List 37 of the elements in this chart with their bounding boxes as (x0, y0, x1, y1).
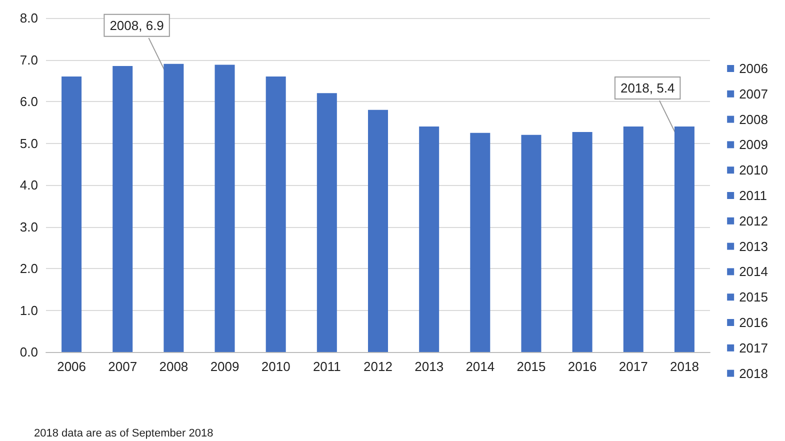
y-tick-label: 5.0 (20, 136, 38, 151)
y-tick-label: 6.0 (20, 94, 38, 109)
legend-label: 2013 (739, 238, 768, 254)
legend-label: 2016 (739, 315, 768, 330)
legend-label: 2010 (739, 162, 768, 178)
y-tick-label: 2.0 (20, 261, 38, 276)
x-tick-label: 2014 (466, 359, 495, 374)
y-tick-label: 0.0 (20, 344, 38, 360)
x-tick-label: 2006 (57, 359, 86, 374)
x-tick-label: 2011 (312, 359, 341, 374)
annotation: 2018, 5.4 (620, 80, 675, 96)
x-tick-label: 2010 (261, 359, 290, 374)
x-tick-label: 2012 (364, 359, 392, 374)
legend-label: 2008 (739, 112, 768, 127)
x-tick-label: 2016 (568, 359, 597, 374)
x-tick-label: 2007 (108, 359, 138, 374)
legend-label: 2011 (739, 188, 768, 203)
legend-label: 2014 (739, 264, 768, 280)
legend-label: 2006 (739, 61, 768, 76)
y-tick-label: 7.0 (20, 52, 38, 68)
y-tick-label: 1.0 (20, 302, 38, 318)
text: 2018 data are as of September 2018 (34, 428, 214, 440)
legend-label: 2015 (739, 290, 768, 305)
x-tick-label: 2009 (210, 359, 240, 374)
x-tick-label: 2018 (670, 359, 699, 374)
x-tick-label: 2015 (516, 359, 546, 374)
x-tick-label: 2008 (159, 359, 188, 374)
x-tick-label: 2013 (414, 359, 444, 374)
legend-label: 2009 (739, 137, 768, 152)
legend-label: 2007 (739, 86, 768, 102)
annotation: 2008, 6.9 (110, 18, 164, 33)
y-tick-label: 4.0 (20, 178, 38, 192)
y-tick-label: 3.0 (20, 219, 38, 234)
x-tick-label: 2017 (618, 359, 648, 374)
y-tick-label: 8.0 (20, 10, 38, 26)
legend-label: 2012 (739, 213, 768, 228)
legend-label: 2017 (739, 340, 768, 356)
